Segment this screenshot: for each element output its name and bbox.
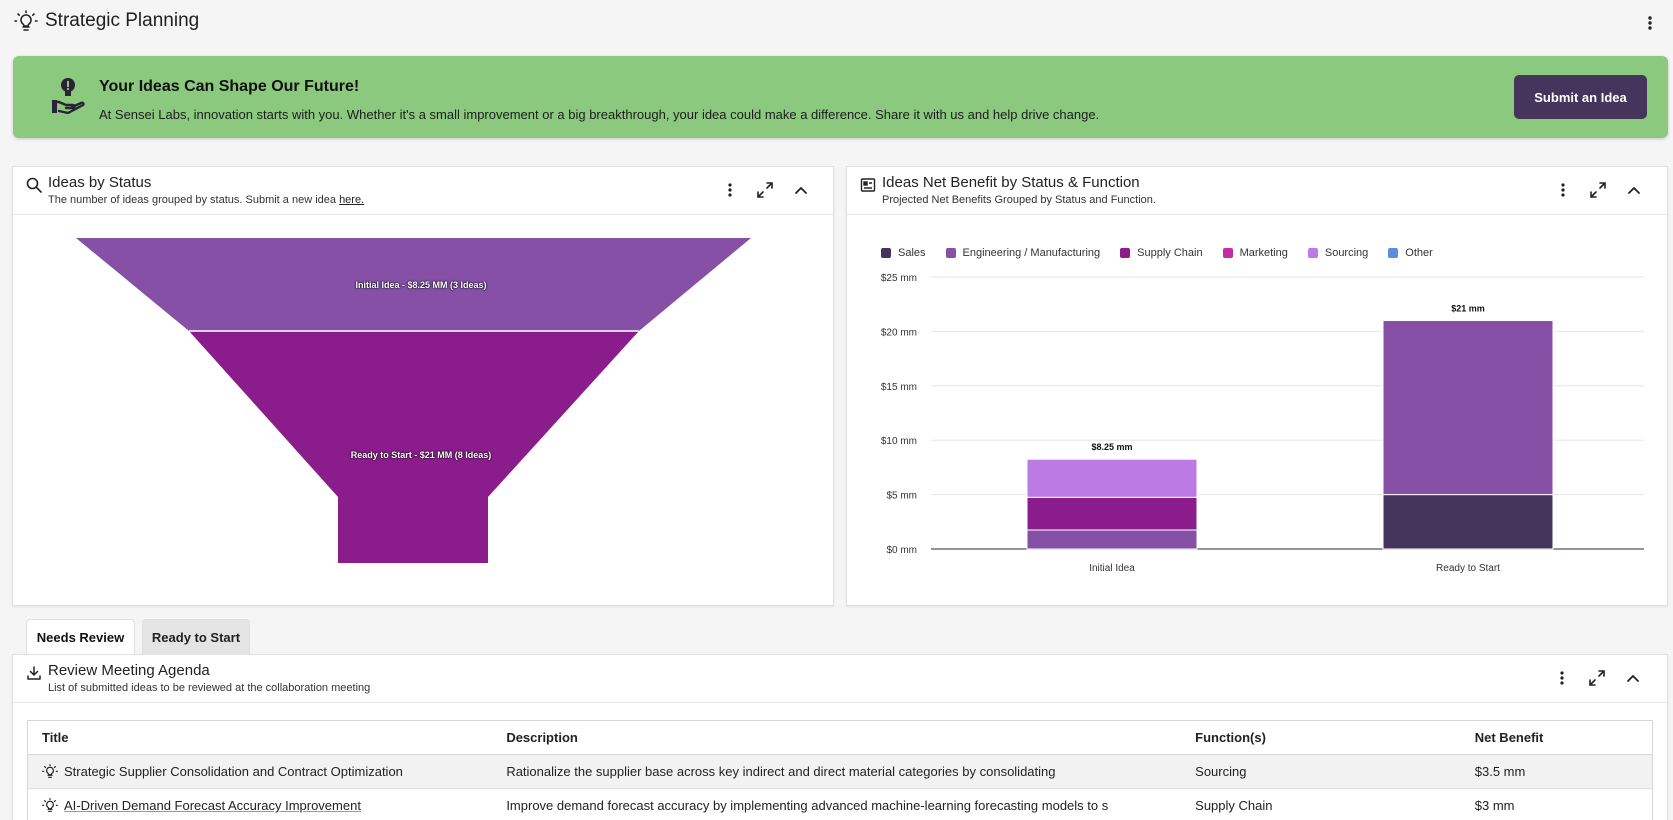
legend-item[interactable]: Other <box>1388 247 1433 259</box>
card-subtitle: List of submitted ideas to be reviewed a… <box>48 682 371 694</box>
bar-total-label: $8.25 mm <box>1091 442 1132 452</box>
more-options-icon[interactable] <box>719 179 741 201</box>
download-icon <box>27 666 41 680</box>
legend-swatch <box>945 248 956 258</box>
card-header: Ideas by Status The number of ideas grou… <box>13 167 833 215</box>
lightbulb-icon <box>42 797 58 812</box>
card-header: Ideas Net Benefit by Status & Function P… <box>847 167 1667 215</box>
y-tick-label: $25 mm <box>881 273 917 284</box>
card-title: Ideas by Status <box>48 174 152 191</box>
y-tick-label: $5 mm <box>886 491 917 502</box>
more-options-icon[interactable] <box>1551 667 1573 689</box>
column-header-functions[interactable]: Function(s) <box>1181 720 1461 755</box>
page-title: Strategic Planning <box>45 10 200 31</box>
legend-item[interactable]: Marketing <box>1222 247 1288 259</box>
column-header-description[interactable]: Description <box>492 720 1182 755</box>
chevron-up-icon[interactable] <box>1622 667 1644 689</box>
legend-label: Engineering / Manufacturing <box>962 247 1101 259</box>
idea-title[interactable]: Strategic Supplier Consolidation and Con… <box>64 764 403 779</box>
bar-segment[interactable] <box>1026 458 1198 498</box>
card-title: Review Meeting Agenda <box>48 662 210 679</box>
submit-idea-link[interactable]: here. <box>339 194 365 206</box>
y-tick-label: $10 mm <box>881 436 917 447</box>
chevron-up-icon[interactable] <box>1623 179 1645 201</box>
table-header-row: Title Description Function(s) Net Benefi… <box>27 720 1653 755</box>
lightbulb-icon <box>42 763 58 778</box>
legend-item[interactable]: Engineering / Manufacturing <box>945 247 1101 259</box>
net-benefit-card: Ideas Net Benefit by Status & Function P… <box>846 166 1668 606</box>
legend-label: Marketing <box>1239 247 1288 259</box>
expand-icon[interactable] <box>1586 667 1608 689</box>
card-subtitle: Projected Net Benefits Grouped by Status… <box>882 194 1156 206</box>
lightbulb-icon <box>14 10 38 31</box>
stacked-bar-chart: $0 mm $5 mm $10 mm $15 mm $20 mm $25 mm $8.25 … <box>881 273 1644 574</box>
x-tick-label: Initial Idea <box>1089 563 1135 574</box>
description-cell: Improve demand forecast accuracy by impl… <box>492 788 1182 820</box>
table-row[interactable]: AI-Driven Demand Forecast Accuracy Impro… <box>27 788 1653 820</box>
column-header-title[interactable]: Title <box>27 720 493 755</box>
title-cell: Strategic Supplier Consolidation and Con… <box>27 754 493 789</box>
card-subtitle-text: The number of ideas grouped by status. S… <box>48 194 340 206</box>
legend-swatch <box>1307 248 1318 258</box>
function-cell: Sourcing <box>1181 754 1461 789</box>
more-options-icon[interactable] <box>1552 179 1574 201</box>
legend-swatch <box>1388 248 1399 258</box>
y-tick-label: $0 mm <box>886 545 917 556</box>
legend-item[interactable]: Supply Chain <box>1120 247 1203 259</box>
legend-swatch <box>881 248 891 258</box>
submit-idea-button[interactable]: Submit an Idea <box>1514 75 1647 119</box>
x-tick-label: Ready to Start <box>1436 563 1500 574</box>
legend-label: Other <box>1405 247 1433 259</box>
bar-total-label: $21 mm <box>1451 304 1485 314</box>
y-tick-label: $15 mm <box>881 382 917 393</box>
top-bar: Strategic Planning <box>0 0 1673 44</box>
table-row[interactable]: Strategic Supplier Consolidation and Con… <box>27 754 1653 789</box>
agenda-table: Title Description Function(s) Net Benefi… <box>27 720 1653 820</box>
tab-ready-to-start[interactable]: Ready to Start <box>142 619 250 655</box>
chart-icon <box>860 178 876 192</box>
card-subtitle: The number of ideas grouped by status. S… <box>48 194 364 206</box>
expand-icon[interactable] <box>754 179 776 201</box>
banner-title: Your Ideas Can Shape Our Future! <box>99 78 360 95</box>
chevron-up-icon[interactable] <box>790 179 812 201</box>
funnel-stage-ready-to-start[interactable] <box>189 331 639 563</box>
search-icon <box>26 177 42 193</box>
title-cell: AI-Driven Demand Forecast Accuracy Impro… <box>27 788 493 820</box>
function-cell: Supply Chain <box>1181 788 1461 820</box>
card-title: Ideas Net Benefit by Status & Function <box>882 174 1140 191</box>
legend-item[interactable]: Sourcing <box>1307 247 1369 259</box>
legend-label: Sourcing <box>1324 247 1369 259</box>
bar-segment[interactable] <box>1026 496 1198 531</box>
idea-title-link[interactable]: AI-Driven Demand Forecast Accuracy Impro… <box>64 798 361 813</box>
expand-icon[interactable] <box>1587 179 1609 201</box>
banner-text: At Sensei Labs, innovation starts with y… <box>99 107 1100 122</box>
chart-legend: Sales Engineering / Manufacturing Supply C… <box>881 247 1433 259</box>
bar-segment[interactable] <box>1026 529 1198 550</box>
net-benefit-cell: $3.5 mm <box>1460 754 1653 789</box>
legend-label: Supply Chain <box>1137 247 1203 259</box>
more-options-icon[interactable] <box>1640 12 1660 34</box>
net-benefit-cell: $3 mm <box>1460 788 1653 820</box>
funnel-label: Ready to Start - $21 MM (8 Ideas) <box>350 450 492 460</box>
legend-item[interactable]: Sales <box>881 247 926 259</box>
idea-hand-icon <box>51 78 85 114</box>
legend-label: Sales <box>898 247 926 259</box>
legend-swatch <box>1120 248 1131 258</box>
column-header-net-benefit[interactable]: Net Benefit <box>1460 720 1653 755</box>
card-header: Review Meeting Agenda List of submitted … <box>13 655 1667 703</box>
bar-segment[interactable] <box>1382 494 1554 550</box>
funnel-label: Initial Idea - $8.25 MM (3 Ideas) <box>355 280 487 290</box>
ideas-by-status-card: Ideas by Status The number of ideas grou… <box>12 166 834 606</box>
ideas-banner: Your Ideas Can Shape Our Future! At Sens… <box>13 56 1668 138</box>
funnel-stage-initial-idea[interactable] <box>76 238 751 331</box>
description-cell: Rationalize the supplier base across key… <box>492 754 1182 789</box>
legend-swatch <box>1222 248 1233 258</box>
bar-segment[interactable] <box>1382 320 1554 496</box>
tab-needs-review[interactable]: Needs Review <box>26 619 135 655</box>
review-meeting-agenda-card: Review Meeting Agenda List of submitted … <box>12 654 1668 820</box>
funnel-chart <box>76 238 751 563</box>
y-tick-label: $20 mm <box>881 327 917 338</box>
